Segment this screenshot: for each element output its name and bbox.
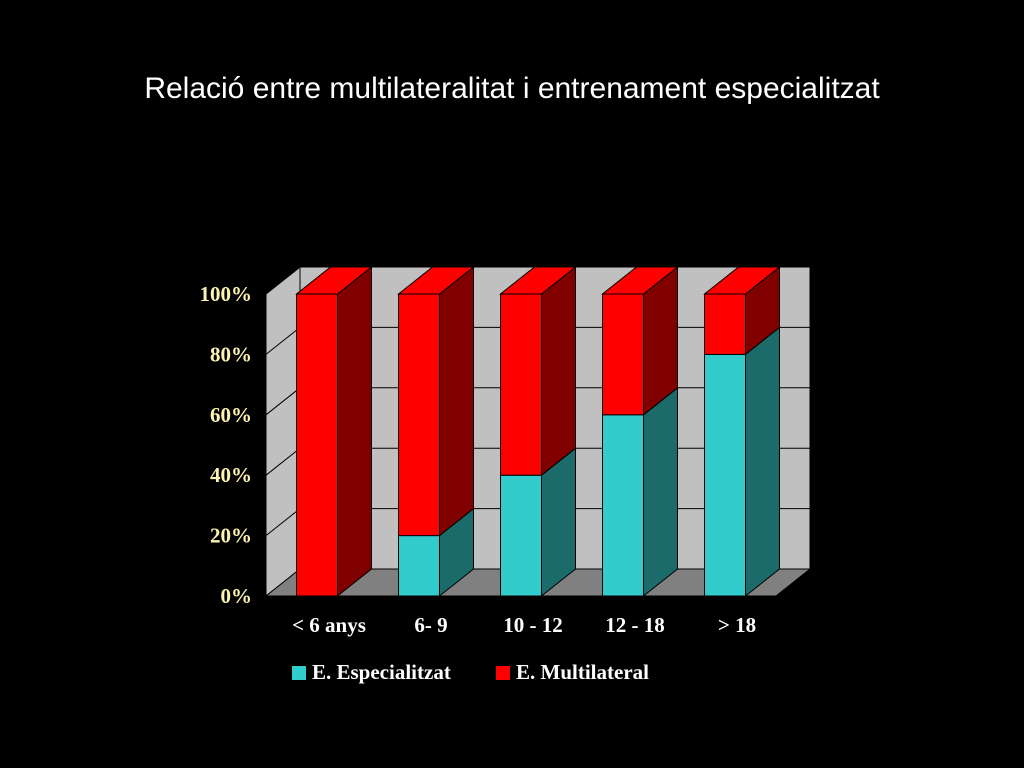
bar-segment-front: [296, 293, 338, 597]
y-tick-label: 100%: [200, 282, 253, 306]
bar-segment-top: [601, 266, 679, 295]
y-tick-label: 20%: [210, 524, 252, 548]
bar-segment-front: [704, 353, 746, 597]
bar-segment-front: [602, 293, 644, 416]
bar-segment: [397, 265, 475, 537]
legend-label: E. Multilateral: [516, 660, 649, 684]
bar-segment-side: [745, 326, 780, 598]
chart-legend: E. Especialitzat E. Multilateral: [292, 660, 649, 684]
legend-label: E. Especialitzat: [312, 660, 451, 684]
x-category-label: 10 - 12: [503, 613, 563, 637]
bar-segment-front: [398, 293, 440, 537]
bar-segment-front: [704, 293, 746, 355]
chart-bars: [295, 265, 781, 598]
x-axis-category-labels: < 6 anys 6- 9 10 - 12 12 - 18 > 18: [292, 613, 756, 637]
bar-3: [601, 265, 679, 598]
bar-segment-side: [541, 265, 576, 477]
bar-segment: [499, 265, 577, 477]
bar-0: [295, 265, 373, 598]
y-tick-label: 80%: [210, 342, 252, 366]
bar-segment-front: [602, 414, 644, 597]
x-category-label: > 18: [718, 613, 756, 637]
legend-swatch: [292, 666, 306, 680]
y-tick-label: 40%: [210, 463, 252, 487]
bar-segment-top: [499, 266, 577, 295]
bar-segment-front: [398, 535, 440, 597]
y-tick-label: 60%: [210, 403, 252, 427]
bar-4: [703, 265, 781, 598]
bar-segment-front: [500, 293, 542, 476]
bar-segment-top: [295, 266, 373, 295]
slide-title: Relació entre multilateralitat i entrena…: [144, 72, 880, 105]
y-axis-tick-labels: 0% 20% 40% 60% 80% 100%: [200, 282, 253, 608]
legend-swatch: [496, 666, 510, 680]
bar-segment: [703, 265, 781, 356]
x-category-label: 12 - 18: [605, 613, 665, 637]
bar-2: [499, 265, 577, 598]
y-tick-label: 0%: [221, 584, 253, 608]
bar-segment-front: [500, 474, 542, 597]
side-wall: [265, 265, 301, 598]
bar-segment: [601, 265, 679, 416]
legend-item: E. Multilateral: [496, 660, 649, 684]
bar-segment: [704, 326, 780, 598]
bar-segment-top: [703, 266, 781, 295]
bar-segment: [295, 265, 373, 598]
x-category-label: < 6 anys: [292, 613, 366, 637]
bar-segment-top: [397, 266, 475, 295]
bar-segment: [602, 386, 678, 598]
bar-segment-side: [439, 265, 474, 537]
legend-item: E. Especialitzat: [292, 660, 451, 684]
bar-segment-side: [337, 265, 372, 598]
bar-segment-side: [643, 386, 678, 598]
bar-1: [397, 265, 475, 598]
x-category-label: 6- 9: [414, 613, 447, 637]
